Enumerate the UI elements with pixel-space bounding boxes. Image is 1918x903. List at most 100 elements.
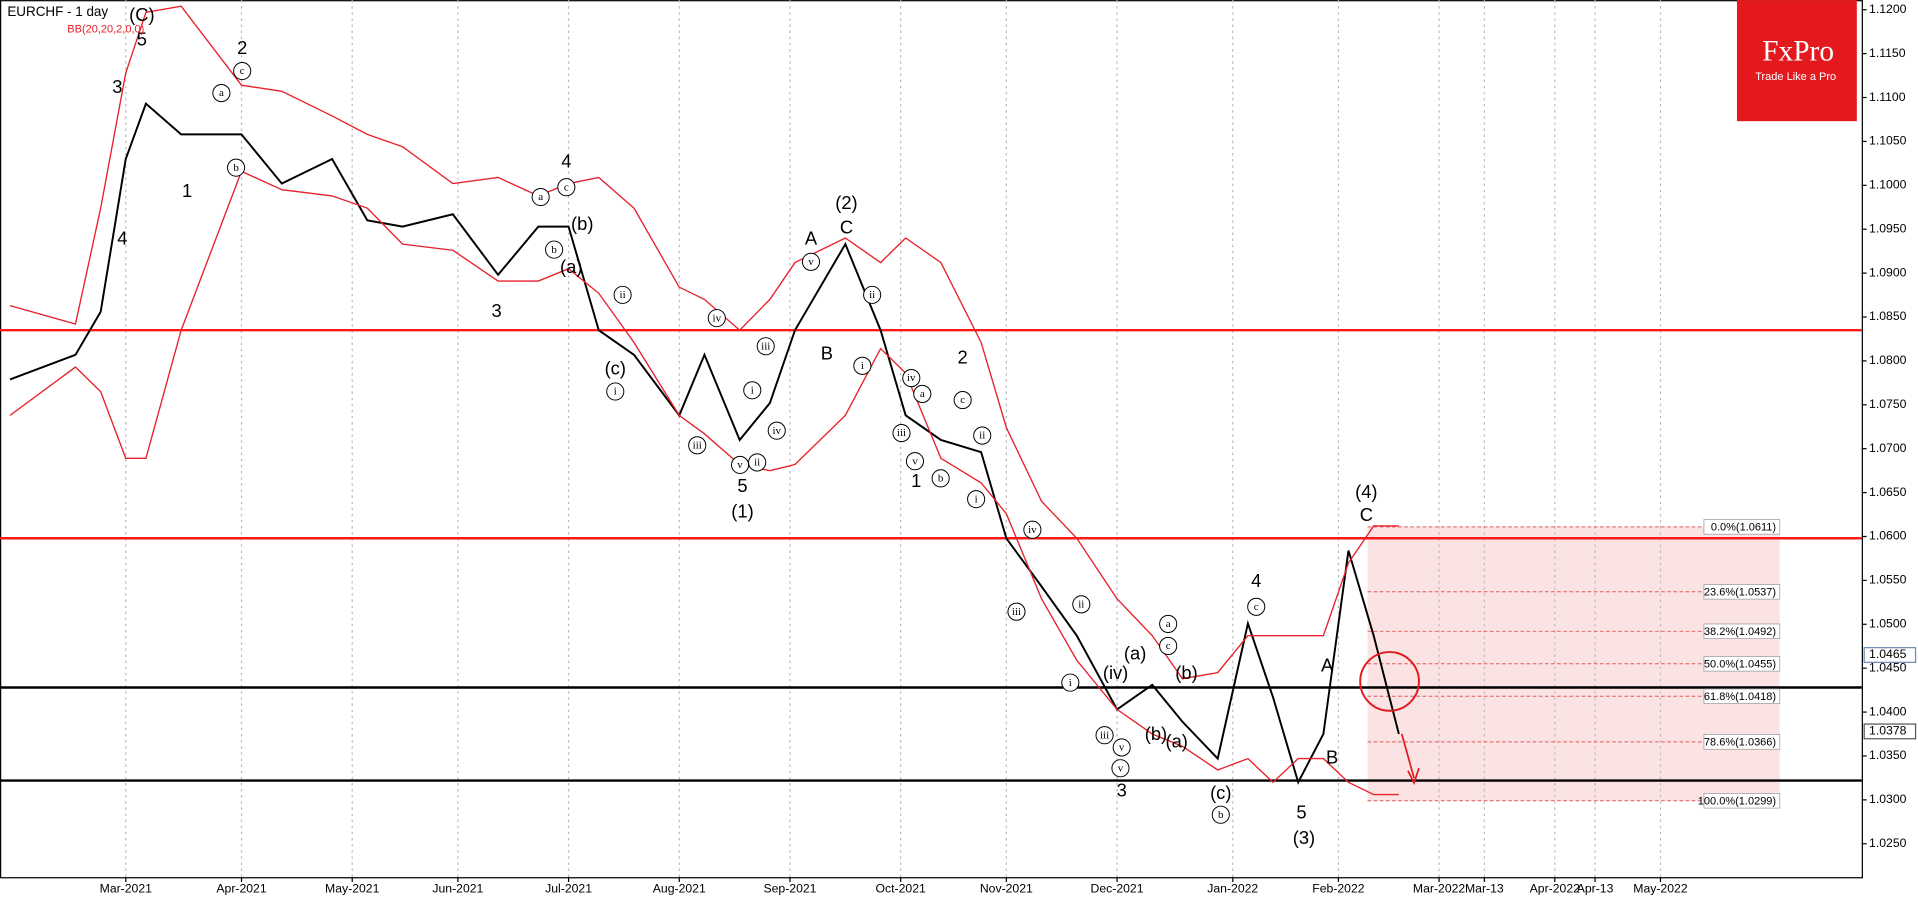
x-tick-label: Nov-2021 [980,882,1033,896]
wave-label-circled: b [233,162,239,174]
wave-label-circled: iii [1100,729,1109,741]
x-tick-label: Apr-13 [1577,882,1614,896]
wave-label-circled: b [1218,809,1224,821]
wave-circle [931,469,950,488]
wave-circle [853,356,872,375]
x-tick-label: May-2022 [1633,882,1688,896]
highlight-circle [1359,651,1420,712]
y-tick-label: 1.1150 [1869,46,1906,60]
y-tick-label: 1.0250 [1869,836,1907,850]
price-label-box [1863,647,1917,663]
x-tick-label: Mar-2021 [100,882,152,896]
wave-label: 4 [1251,570,1261,591]
wave-label-circled: v [1119,742,1125,754]
y-tick-label: 1.1000 [1869,178,1907,192]
y-tick-label: 1.0600 [1869,529,1907,543]
wave-circle [1159,614,1178,633]
y-tick-label: 1.1200 [1869,2,1907,16]
fib-label: 78.6%(1.0366) [1704,736,1776,748]
wave-circle [1111,759,1130,778]
wave-circle [606,382,625,401]
wave-label: (C) [129,4,154,25]
wave-label: 5 [737,475,747,496]
wave-label: 3 [112,76,122,97]
wave-label-circled: c [240,65,245,77]
fib-label-box [1703,656,1781,672]
x-tick-label: Oct-2021 [876,882,926,896]
y-tick-label: 1.0400 [1869,704,1907,718]
fib-label: 100.0%(1.0299) [1698,795,1776,807]
wave-label: 4 [117,228,127,249]
wave-circle [1211,805,1230,824]
y-tick-label: 1.0450 [1869,660,1907,674]
fib-label: 38.2%(1.0492) [1704,626,1776,638]
wave-label-circled: ii [869,289,875,301]
x-tick-label: Aug-2021 [653,882,706,896]
bollinger-band [9,5,1399,680]
wave-label-circled: ii [1078,598,1084,610]
wave-label: 2 [958,346,968,367]
price-label: 1.0465 [1869,647,1907,661]
wave-circle [1095,726,1114,745]
wave-label-circled: ii [979,430,985,442]
y-tick-label: 1.0350 [1869,748,1907,762]
wave-label: (iv) [1103,662,1128,683]
wave-circle [613,285,632,304]
fib-label-box [1703,688,1781,704]
wave-label-circled: c [564,181,569,193]
x-tick-label: Jun-2021 [432,882,483,896]
wave-label-circled: c [960,394,965,406]
wave-label: B [1326,746,1338,767]
y-tick-label: 1.0650 [1869,485,1907,499]
wave-circle [1072,595,1091,614]
chart-title: EURCHF - 1 day [7,4,108,19]
wave-circle [892,424,911,443]
wave-label: 3 [492,300,502,321]
fib-label-box [1703,623,1781,640]
wave-circle [756,337,775,356]
wave-label-circled: a [538,191,543,203]
logo-box [1736,0,1857,122]
fib-label: 50.0%(1.0455) [1704,658,1776,670]
x-tick-label: Apr-2022 [1530,882,1580,896]
wave-label-circled: iii [693,439,702,451]
y-tick-label: 1.0550 [1869,573,1907,587]
y-tick-label: 1.1100 [1869,90,1906,104]
y-tick-label: 1.0950 [1869,221,1907,235]
x-tick-label: Jul-2021 [545,882,592,896]
wave-circle [913,384,932,404]
wave-label: (3) [1293,827,1315,848]
fib-label-box [1703,734,1781,750]
wave-label-circled: a [219,87,224,99]
forecast-arrow [1400,733,1420,786]
y-tick-label: 1.0800 [1869,353,1907,367]
wave-label: A [805,228,818,249]
indicator-label: BB(20,20,2,0,0) [67,23,144,35]
wave-circle [1112,738,1131,757]
wave-label-circled: a [1166,618,1171,630]
wave-label-circled: ii [754,457,760,469]
wave-circle [902,369,921,388]
wave-label: 5 [1296,801,1306,822]
plot-frame [0,0,1863,879]
fib-label: 23.6%(1.0537) [1704,586,1776,598]
y-tick-label: 1.0700 [1869,441,1907,455]
wave-circle [227,158,246,177]
price-label-box [1863,723,1917,740]
x-tick-label: Sep-2021 [763,882,816,896]
wave-circle [905,452,925,471]
bollinger-band [9,170,1399,796]
wave-label: C [1360,504,1373,525]
wave-label: 5 [137,28,147,49]
fib-label: 0.0%(1.0611) [1711,521,1776,533]
logo-tagline: Trade Like a Pro [1755,71,1836,83]
y-tick-label: 1.0850 [1869,309,1907,323]
wave-label-circled: iv [1028,524,1037,536]
wave-label-circled: c [1166,640,1171,652]
wave-label-circled: i [1069,677,1072,689]
wave-label-circled: iv [772,425,781,437]
wave-label: A [1321,655,1334,676]
wave-circle [767,421,786,440]
wave-label: 3 [1117,779,1127,800]
